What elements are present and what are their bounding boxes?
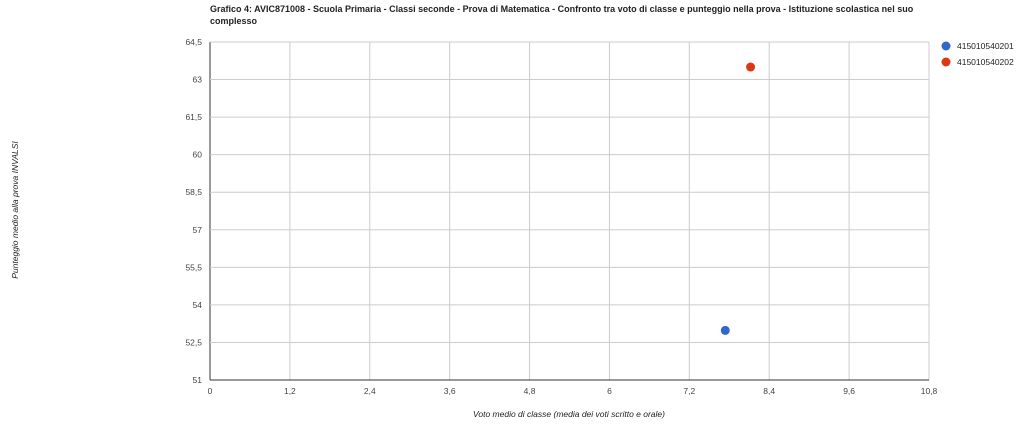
x-tick-label: 10,8 [921, 386, 938, 396]
y-tick-label: 55,5 [185, 262, 202, 272]
legend-label[interactable]: 415010540201 [957, 41, 1014, 51]
x-tick-label: 2,4 [364, 386, 376, 396]
x-tick-label: 4,8 [524, 386, 536, 396]
y-tick-label: 61,5 [185, 112, 202, 122]
legend-marker [941, 41, 951, 51]
legend-marker [941, 57, 951, 67]
x-axis-ticks: 0 1,2 2,4 3,6 4,8 6 7,2 8,4 9,6 10,8 [208, 386, 938, 396]
data-points [720, 62, 756, 335]
y-axis-ticks: 51 52,5 54 55,5 57 58,5 60 61,5 63 64,5 [185, 37, 202, 385]
x-tick-label: 0 [208, 386, 213, 396]
y-tick-label: 57 [193, 225, 203, 235]
legend-label[interactable]: 415010540202 [957, 57, 1014, 67]
x-tick-label: 7,2 [683, 386, 695, 396]
grid [209, 41, 930, 381]
legend: 415010540201 415010540202 [941, 41, 1014, 67]
data-point-415010540202[interactable] [746, 62, 756, 72]
x-tick-label: 1,2 [284, 386, 296, 396]
x-axis-title: Voto medio di classe (media dei voti scr… [473, 409, 665, 419]
data-point-415010540201[interactable] [720, 325, 730, 335]
x-tick-label: 3,6 [444, 386, 456, 396]
y-tick-label: 58,5 [185, 187, 202, 197]
x-tick-label: 6 [607, 386, 612, 396]
y-tick-label: 63 [193, 75, 203, 85]
y-tick-label: 64,5 [185, 37, 202, 47]
y-axis-title: Punteggio medio alla prova INVALSI [10, 141, 20, 279]
y-tick-label: 52,5 [185, 337, 202, 347]
chart-title: Grafico 4: AVIC871008 - Scuola Primaria … [210, 4, 914, 26]
y-tick-label: 60 [193, 150, 203, 160]
x-tick-label: 8,4 [763, 386, 775, 396]
x-tick-label: 9,6 [843, 386, 855, 396]
y-tick-label: 54 [193, 300, 203, 310]
y-tick-label: 51 [193, 375, 203, 385]
